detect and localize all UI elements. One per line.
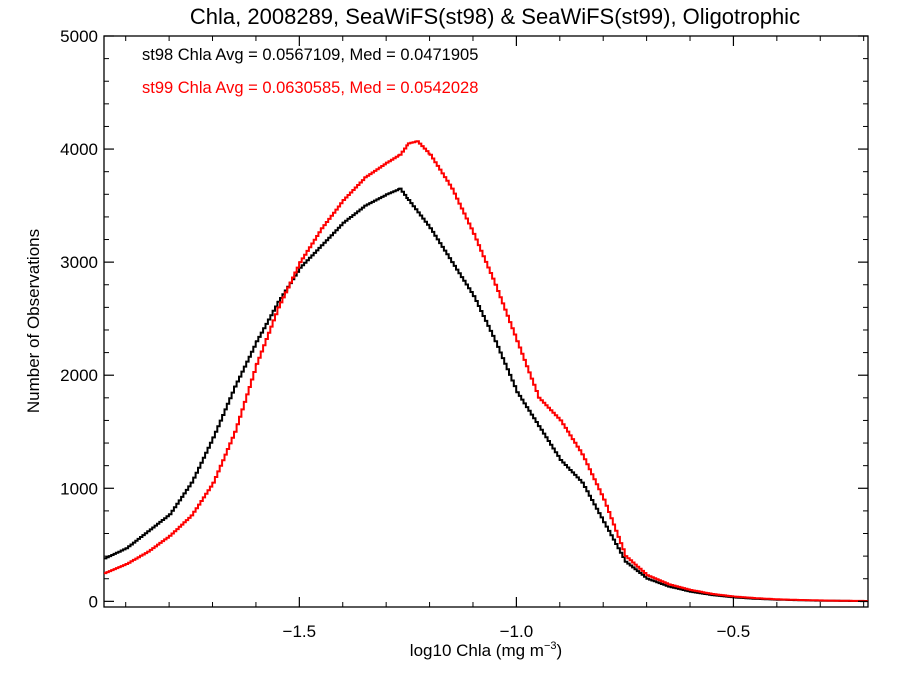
x-axis-label-main: log10 Chla (mg m <box>410 641 544 660</box>
x-axis-label-suffix: ) <box>557 641 563 660</box>
y-tick-label: 5000 <box>60 27 98 46</box>
y-tick-label: 1000 <box>60 479 98 498</box>
annotation-st99: st99 Chla Avg = 0.0630585, Med = 0.05420… <box>142 79 478 97</box>
y-tick-label: 0 <box>89 592 98 611</box>
y-tick-label: 2000 <box>60 366 98 385</box>
x-tick-label: −1.5 <box>283 622 317 641</box>
plot-frame <box>103 35 869 608</box>
series-line-0 <box>104 187 868 603</box>
x-axis-label-superscript: −3 <box>544 640 557 652</box>
chart-title: Chla, 2008289, SeaWiFS(st98) & SeaWiFS(s… <box>190 4 800 29</box>
x-axis-label: log10 Chla (mg m−3) <box>410 640 562 660</box>
y-tick-label: 3000 <box>60 253 98 272</box>
series-line-1 <box>104 140 868 602</box>
y-axis-label: Number of Observations <box>24 229 43 413</box>
series-layer <box>104 140 868 603</box>
x-tick-label: −0.5 <box>717 622 751 641</box>
x-tick-label: −1.0 <box>500 622 534 641</box>
y-axis-ticks: 0 1000 2000 3000 4000 5000 <box>60 27 868 611</box>
annotation-st98: st98 Chla Avg = 0.0567109, Med = 0.04719… <box>142 46 478 64</box>
y-tick-label: 4000 <box>60 140 98 159</box>
x-axis-ticks: −1.5 −1.0 −0.5 <box>125 36 865 641</box>
